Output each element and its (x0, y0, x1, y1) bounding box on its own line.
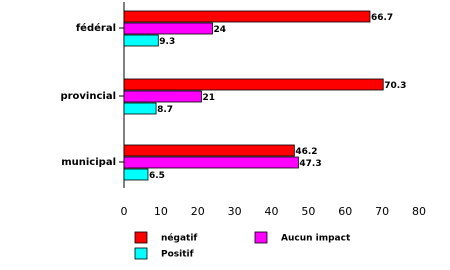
bar (123, 90, 202, 103)
bar (123, 102, 157, 115)
x-tick-label: 40 (265, 205, 279, 218)
value-label: 21 (202, 93, 215, 103)
legend-label: Aucun impact (281, 234, 351, 244)
y-tick-label: municipal (61, 157, 116, 168)
bar (123, 144, 295, 157)
x-tick-label: 20 (191, 205, 205, 218)
value-label: 24 (214, 25, 227, 35)
x-tick-label: 80 (412, 205, 426, 218)
legend-swatch (134, 231, 148, 244)
legend-swatch (254, 231, 268, 244)
x-tick-label: 50 (301, 205, 315, 218)
value-label: 46.2 (295, 147, 317, 157)
value-label: 70.3 (384, 81, 406, 91)
value-label: 9.3 (159, 37, 175, 47)
legend-label: négatif (161, 233, 197, 244)
value-label: 6.5 (149, 171, 165, 181)
bar (123, 168, 149, 181)
bar (123, 34, 159, 47)
bar (123, 10, 371, 23)
x-tick-label: 70 (375, 205, 389, 218)
bar (123, 78, 384, 91)
legend-label: Positif (161, 250, 194, 260)
x-tick-label: 0 (121, 205, 128, 218)
bar (123, 22, 213, 35)
value-label: 66.7 (371, 13, 393, 23)
bar (123, 156, 299, 169)
value-label: 47.3 (299, 159, 321, 169)
value-label: 8.7 (157, 105, 173, 115)
x-tick-label: 60 (338, 205, 352, 218)
y-tick-label: fédéral (76, 22, 116, 34)
x-tick-label: 10 (154, 205, 168, 218)
y-tick-label: provincial (60, 91, 116, 102)
x-tick-label: 30 (228, 205, 242, 218)
legend-swatch (134, 247, 148, 260)
